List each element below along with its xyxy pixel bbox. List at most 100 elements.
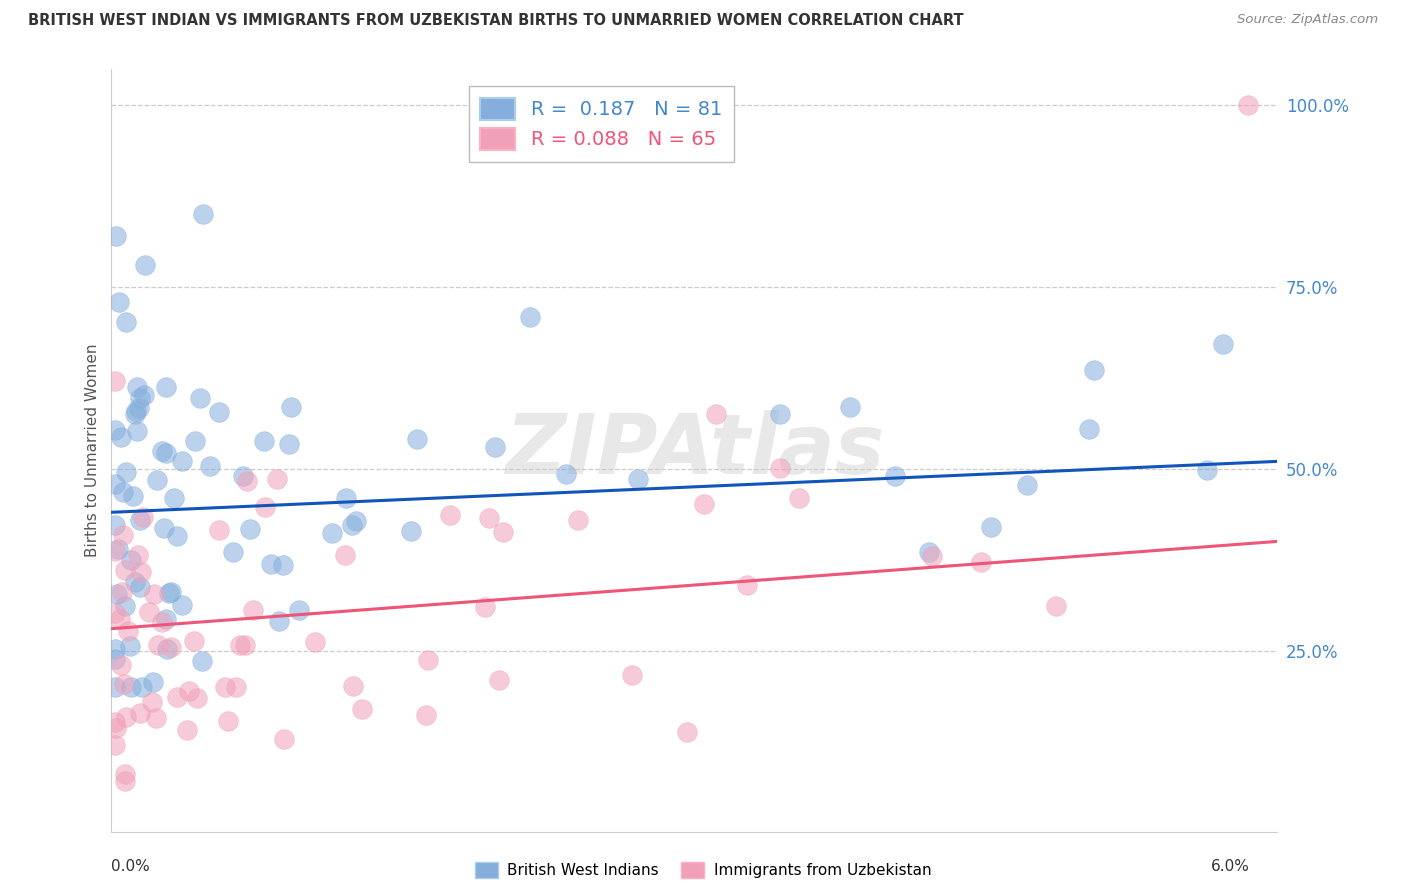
- Legend: British West Indians, Immigrants from Uzbekistan: British West Indians, Immigrants from Uz…: [468, 856, 938, 884]
- Point: [124, 407, 146, 421]
- Point: [114, 599, 136, 614]
- Point: [735, 577, 758, 591]
- Y-axis label: Births to Unmarried Women: Births to Unmarried Women: [86, 343, 100, 558]
- Point: [253, 434, 276, 448]
- Point: [105, 722, 128, 736]
- Point: [214, 681, 236, 695]
- Point: [172, 598, 194, 612]
- Point: [155, 380, 177, 394]
- Point: [787, 491, 810, 505]
- Text: ZIPAtlas: ZIPAtlas: [505, 410, 884, 491]
- Point: [170, 453, 193, 467]
- Point: [229, 638, 252, 652]
- Point: [129, 565, 152, 579]
- Point: [1015, 478, 1038, 492]
- Point: [273, 732, 295, 747]
- Point: [188, 391, 211, 405]
- Point: [676, 725, 699, 739]
- Point: [104, 518, 127, 533]
- Point: [179, 684, 201, 698]
- Point: [108, 612, 131, 626]
- Point: [166, 529, 188, 543]
- Point: [112, 677, 135, 691]
- Point: [150, 443, 173, 458]
- Point: [124, 575, 146, 590]
- Point: [488, 673, 510, 687]
- Point: [191, 654, 214, 668]
- Text: 6.0%: 6.0%: [1211, 859, 1250, 874]
- Point: [492, 524, 515, 539]
- Point: [117, 624, 139, 639]
- Point: [288, 603, 311, 617]
- Point: [159, 640, 181, 654]
- Point: [222, 545, 245, 559]
- Point: [127, 548, 149, 562]
- Point: [153, 520, 176, 534]
- Point: [104, 375, 127, 389]
- Point: [157, 586, 180, 600]
- Point: [163, 491, 186, 505]
- Point: [280, 400, 302, 414]
- Point: [138, 605, 160, 619]
- Point: [104, 477, 127, 491]
- Point: [191, 207, 214, 221]
- Text: 0.0%: 0.0%: [111, 859, 150, 874]
- Point: [704, 407, 727, 421]
- Point: [260, 557, 283, 571]
- Point: [114, 563, 136, 577]
- Point: [155, 612, 177, 626]
- Point: [118, 640, 141, 654]
- Point: [112, 528, 135, 542]
- Point: [145, 711, 167, 725]
- Point: [235, 638, 257, 652]
- Point: [266, 472, 288, 486]
- Point: [128, 513, 150, 527]
- Point: [127, 380, 149, 394]
- Text: Source: ZipAtlas.com: Source: ZipAtlas.com: [1237, 13, 1378, 27]
- Point: [110, 657, 132, 672]
- Point: [839, 400, 862, 414]
- Point: [104, 423, 127, 437]
- Point: [115, 710, 138, 724]
- Point: [125, 424, 148, 438]
- Point: [104, 228, 127, 243]
- Point: [104, 544, 127, 558]
- Point: [1083, 363, 1105, 377]
- Point: [693, 497, 716, 511]
- Point: [519, 310, 541, 324]
- Point: [122, 489, 145, 503]
- Point: [269, 614, 291, 628]
- Point: [217, 714, 239, 729]
- Point: [104, 680, 127, 694]
- Point: [208, 405, 231, 419]
- Point: [304, 635, 326, 649]
- Point: [416, 653, 439, 667]
- Point: [884, 468, 907, 483]
- Point: [160, 585, 183, 599]
- Point: [186, 691, 208, 706]
- Point: [115, 315, 138, 329]
- Point: [176, 723, 198, 738]
- Point: [134, 258, 156, 272]
- Point: [104, 715, 127, 730]
- Point: [141, 696, 163, 710]
- Point: [242, 603, 264, 617]
- Point: [108, 294, 131, 309]
- Point: [970, 555, 993, 569]
- Point: [104, 607, 127, 621]
- Point: [232, 469, 254, 483]
- Point: [627, 472, 650, 486]
- Point: [277, 437, 299, 451]
- Point: [132, 388, 155, 402]
- Point: [333, 548, 356, 562]
- Point: [208, 524, 231, 538]
- Point: [111, 584, 134, 599]
- Point: [166, 690, 188, 705]
- Point: [239, 522, 262, 536]
- Point: [1237, 98, 1260, 112]
- Point: [439, 508, 461, 522]
- Point: [1045, 599, 1067, 613]
- Point: [128, 706, 150, 721]
- Point: [114, 767, 136, 781]
- Point: [478, 511, 501, 525]
